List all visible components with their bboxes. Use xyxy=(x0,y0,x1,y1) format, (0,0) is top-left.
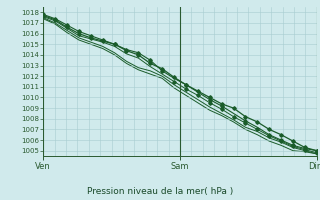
Text: Pression niveau de la mer( hPa ): Pression niveau de la mer( hPa ) xyxy=(87,187,233,196)
